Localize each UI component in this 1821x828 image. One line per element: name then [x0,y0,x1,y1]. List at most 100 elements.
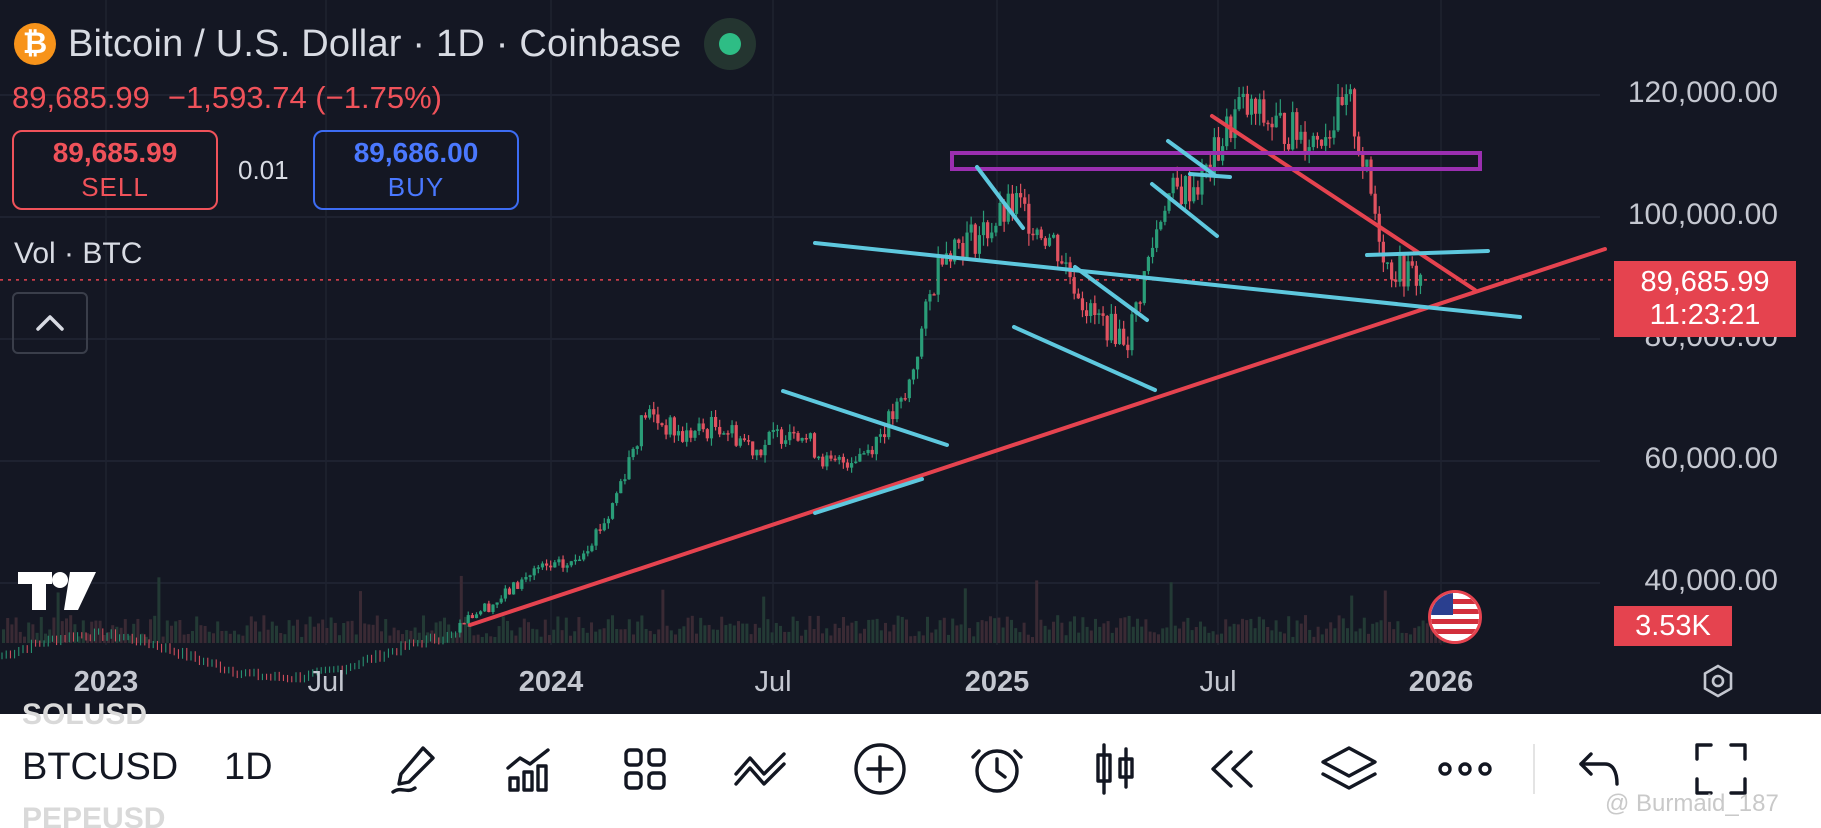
buy-label: BUY [387,172,445,202]
candle-body [499,598,503,603]
volume-bar [1320,634,1324,643]
volume-bar [1102,623,1106,643]
volume-bar [1022,622,1026,643]
candle-body [1274,115,1278,128]
volume-bar [1287,616,1291,643]
resistance-zone [950,151,1482,171]
volume-bar [459,575,463,643]
replay-icon[interactable] [1200,740,1264,798]
channel-line [781,389,949,447]
volume-bar [951,618,955,643]
symbol-picker-next[interactable]: PEPEUSD [22,802,166,828]
volume-bar [1346,628,1349,643]
volume-bar [766,619,770,643]
drawings-icon[interactable] [730,740,794,798]
volume-bar [1068,621,1072,643]
candle-body [854,461,858,464]
candle-body [693,430,697,438]
bottom-toolbar: SOLUSD PEPEUSD BTCUSD 1D [0,698,1821,828]
candle-body [837,456,841,460]
candle-body [850,463,854,468]
volume-bar [787,631,791,643]
candle-body [627,457,631,480]
candle-body [544,563,549,566]
indicators-icon[interactable] [497,740,561,798]
volume-bar [325,627,329,643]
volume-bar [455,632,459,643]
volume-bar [123,619,127,643]
candle-body [775,429,780,431]
candle-body [495,602,499,605]
volume-bar [1073,616,1076,643]
interval-picker[interactable]: 1D [224,746,273,788]
volume-bar [1257,616,1261,643]
volume-bar [867,619,871,643]
bar-countdown: 11:23:21 [1649,299,1761,331]
channel-line [813,477,924,515]
volume-bar [930,632,934,643]
price-chart[interactable] [0,0,1821,714]
volume-bar [728,623,732,643]
candle-body [779,429,784,444]
volume-bar [606,619,610,643]
collapse-legend-button[interactable] [12,292,88,354]
candle-body [1060,261,1064,264]
candle-body [771,429,775,432]
fullscreen-icon[interactable] [1689,740,1753,798]
candle-body [648,409,652,418]
time-axis-label: 2026 [1408,666,1474,698]
candle-body [1299,131,1303,140]
market-status-icon[interactable] [703,18,756,70]
candle-body [1352,89,1357,137]
more-icon[interactable] [1433,740,1497,798]
volume-bar [879,630,883,643]
volume-indicator-label[interactable]: Vol · BTC [14,237,143,270]
candle-body [1080,298,1085,311]
candle-body [458,622,462,633]
volume-bar [304,624,308,643]
layout-grid-icon[interactable] [613,740,677,798]
candle-body [623,479,627,482]
chart-area[interactable]: ₿ Bitcoin / U.S. Dollar · 1D · Coinbase … [0,0,1821,714]
volume-bar [90,621,94,643]
spread-value: 0.01 [238,155,289,185]
symbol-picker[interactable]: BTCUSD [22,746,179,788]
alert-clock-icon[interactable] [965,740,1029,798]
support-trendline [468,247,1607,627]
candle-body [1336,96,1340,131]
candle-body [1126,344,1130,351]
candle-body [520,579,524,589]
candles-icon[interactable] [1083,740,1147,798]
volume-bar [1115,627,1118,643]
volume-bar [1207,632,1211,643]
symbol-title[interactable]: Bitcoin / U.S. Dollar · 1D · Coinbase [68,22,682,65]
layers-icon[interactable] [1317,740,1381,798]
volume-bar [119,627,123,643]
candle-body [590,545,594,552]
volume-bar [275,625,278,643]
volume-bar [1379,620,1383,643]
symbol-picker-prev[interactable]: SOLUSD [22,698,148,731]
pen-icon[interactable] [382,740,446,798]
candle-body [536,567,540,569]
add-icon[interactable] [848,740,912,798]
volume-bar [686,617,690,643]
undo-icon[interactable] [1568,740,1632,798]
volume-bar [577,617,581,643]
candle-body [586,551,590,554]
candle-body [1398,255,1402,282]
volume-bar [1010,619,1013,643]
candle-body [483,603,487,612]
volume-bar [1241,618,1244,643]
volume-bar [1178,628,1181,643]
us-flag-icon[interactable] [1428,590,1482,644]
chart-settings-icon[interactable] [1700,663,1736,704]
volume-bar [237,634,241,643]
buy-button[interactable]: 89,686.00 BUY [313,130,519,210]
candle-body [565,565,569,568]
candle-body [561,559,565,568]
volume-bar [270,621,274,643]
sell-button[interactable]: 89,685.99 SELL [12,130,218,210]
volume-bar [888,631,892,643]
volume-bar [2,629,5,643]
